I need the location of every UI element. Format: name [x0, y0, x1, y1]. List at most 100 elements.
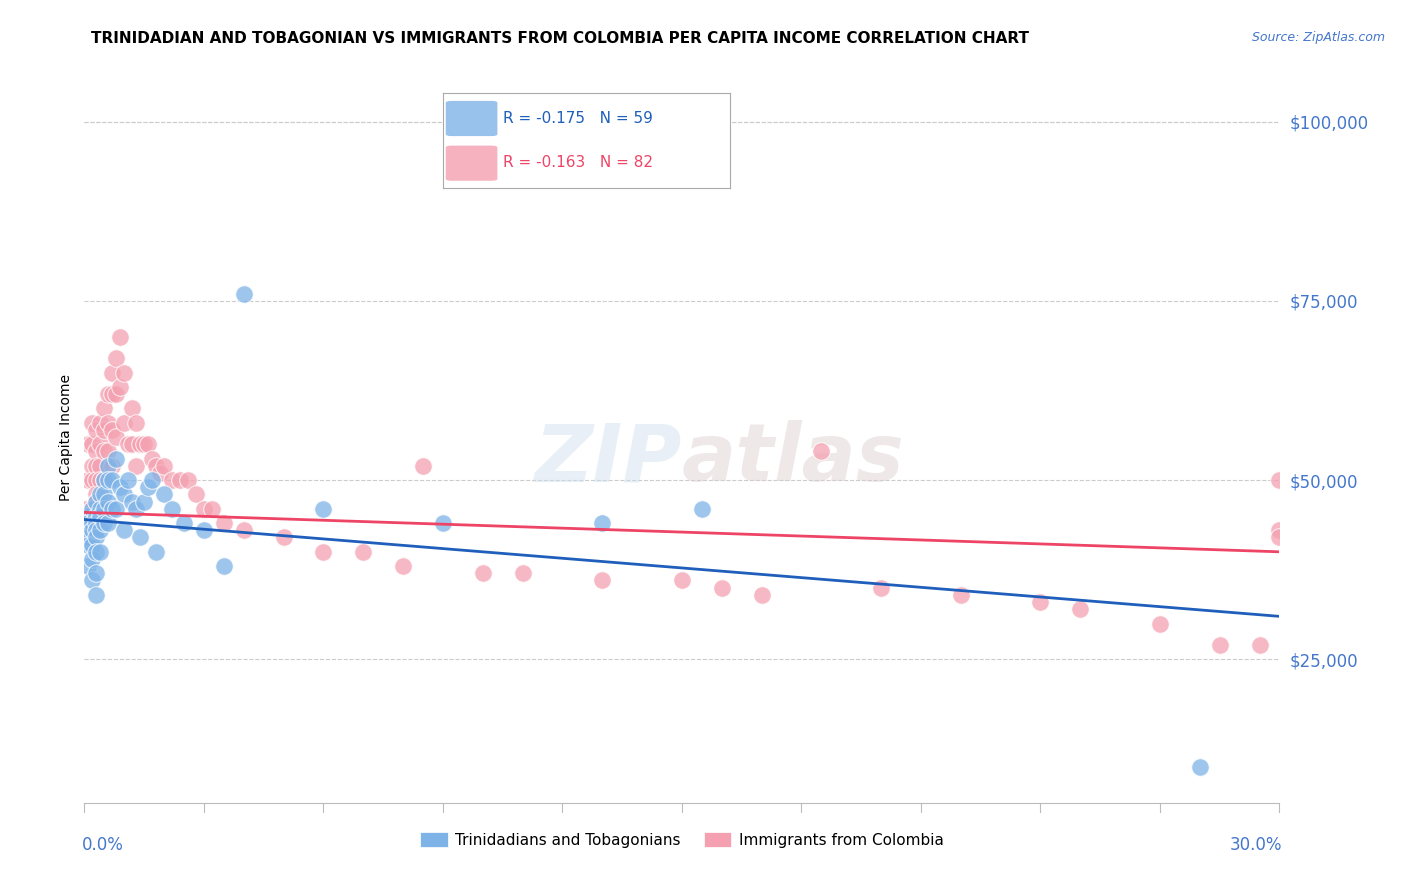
Point: [89, 416, 111, 430]
Point: [101, 387, 124, 401]
Point: [101, 423, 124, 437]
Point: [86, 516, 108, 530]
Text: Source: ZipAtlas.com: Source: ZipAtlas.com: [1251, 31, 1385, 45]
Text: ZIP: ZIP: [534, 420, 682, 498]
Point: [77, 508, 100, 523]
Point: [201, 501, 224, 516]
Point: [89, 524, 111, 538]
Point: [82, 552, 104, 566]
Point: [105, 351, 128, 366]
Point: [89, 508, 111, 523]
Point: [173, 516, 195, 530]
Point: [125, 416, 148, 430]
Point: [145, 458, 167, 473]
Point: [117, 473, 139, 487]
Point: [86, 545, 108, 559]
Point: [89, 437, 111, 451]
Point: [432, 516, 454, 530]
Point: [73, 501, 96, 516]
Point: [1249, 638, 1271, 652]
Point: [392, 559, 415, 574]
Point: [112, 487, 135, 501]
Point: [512, 566, 534, 581]
Point: [105, 387, 128, 401]
Point: [73, 524, 96, 538]
Point: [86, 494, 108, 508]
Point: [121, 494, 143, 508]
Point: [149, 466, 172, 480]
Point: [1268, 473, 1291, 487]
Point: [82, 524, 104, 538]
Point: [77, 437, 100, 451]
Point: [671, 574, 693, 588]
Point: [86, 473, 108, 487]
Point: [751, 588, 773, 602]
Point: [77, 508, 100, 523]
Point: [97, 516, 120, 530]
Point: [101, 458, 124, 473]
Point: [77, 538, 100, 552]
Point: [412, 458, 434, 473]
Point: [690, 501, 713, 516]
Point: [86, 444, 108, 458]
Point: [312, 501, 335, 516]
Point: [591, 516, 613, 530]
Point: [82, 501, 104, 516]
Point: [110, 329, 132, 343]
Point: [97, 444, 120, 458]
Point: [86, 566, 108, 581]
Point: [312, 545, 335, 559]
Point: [232, 524, 254, 538]
Point: [77, 473, 100, 487]
Point: [193, 524, 215, 538]
Point: [132, 494, 156, 508]
Point: [86, 423, 108, 437]
Point: [1268, 524, 1291, 538]
Point: [86, 494, 108, 508]
Point: [129, 531, 152, 545]
Point: [1029, 595, 1052, 609]
Point: [177, 473, 200, 487]
Point: [82, 538, 104, 552]
Point: [86, 487, 108, 501]
Point: [77, 559, 100, 574]
Point: [86, 588, 108, 602]
Point: [97, 387, 120, 401]
Point: [184, 487, 207, 501]
Point: [132, 437, 156, 451]
Point: [82, 416, 104, 430]
Point: [112, 524, 135, 538]
Point: [77, 531, 100, 545]
Point: [145, 545, 167, 559]
Text: TRINIDADIAN AND TOBAGONIAN VS IMMIGRANTS FROM COLOMBIA PER CAPITA INCOME CORRELA: TRINIDADIAN AND TOBAGONIAN VS IMMIGRANTS…: [91, 31, 1029, 46]
Point: [82, 501, 104, 516]
Point: [232, 286, 254, 301]
Point: [82, 574, 104, 588]
Point: [97, 458, 120, 473]
Point: [105, 501, 128, 516]
Point: [121, 437, 143, 451]
Point: [136, 437, 159, 451]
Point: [591, 574, 613, 588]
Point: [93, 444, 115, 458]
Point: [82, 458, 104, 473]
Point: [82, 437, 104, 451]
Legend: Trinidadians and Tobagonians, Immigrants from Colombia: Trinidadians and Tobagonians, Immigrants…: [413, 826, 950, 854]
Point: [1268, 531, 1291, 545]
Point: [89, 545, 111, 559]
Point: [1188, 760, 1211, 774]
Text: atlas: atlas: [682, 420, 904, 498]
Point: [89, 458, 111, 473]
Point: [97, 416, 120, 430]
Point: [125, 501, 148, 516]
Point: [160, 473, 183, 487]
Point: [121, 401, 143, 416]
Point: [86, 531, 108, 545]
Point: [1069, 602, 1091, 616]
Point: [110, 380, 132, 394]
Point: [86, 508, 108, 523]
Point: [89, 501, 111, 516]
Point: [212, 559, 235, 574]
Point: [125, 458, 148, 473]
Point: [471, 566, 494, 581]
